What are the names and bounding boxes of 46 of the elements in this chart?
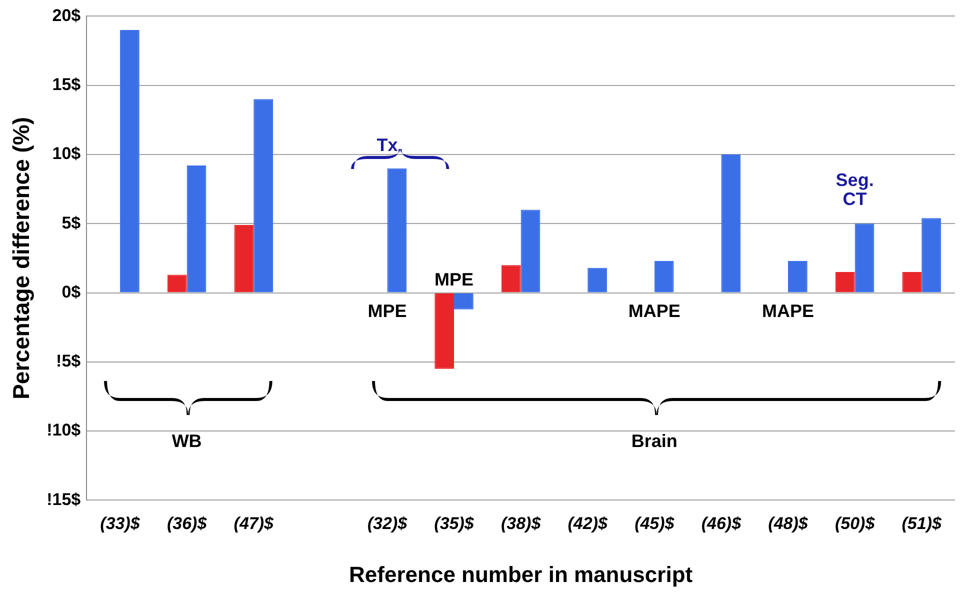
bar bbox=[234, 225, 254, 292]
y-tick-label: 15$ bbox=[52, 75, 82, 94]
x-tick-label: (48)$ bbox=[768, 514, 808, 534]
x-tick-label: (47)$ bbox=[234, 514, 274, 534]
y-tick-label: 5$ bbox=[62, 213, 82, 232]
y-tick-label: !5$ bbox=[56, 352, 82, 371]
y-tick-label: 20$ bbox=[52, 6, 82, 25]
bar bbox=[588, 268, 607, 292]
annotation: MPE bbox=[368, 301, 407, 322]
y-tick-label: 10$ bbox=[52, 144, 82, 164]
bar bbox=[788, 260, 808, 292]
annotation: Seg. CT bbox=[836, 170, 874, 209]
x-tick-label: (50)$ bbox=[834, 514, 876, 534]
annotation: Tx bbox=[376, 135, 398, 156]
annotation: MAPE bbox=[762, 301, 814, 322]
annotation: Brain bbox=[631, 431, 678, 452]
annotation: MAPE bbox=[628, 301, 680, 322]
x-tick-label: (32)$ bbox=[367, 514, 408, 534]
x-axis-title: Reference number in manuscript bbox=[349, 562, 694, 587]
x-tick-label: (42)$ bbox=[568, 514, 608, 534]
y-axis-title: Percentage difference (%) bbox=[8, 116, 34, 400]
bar bbox=[186, 166, 206, 292]
bar bbox=[721, 154, 741, 292]
bar bbox=[254, 99, 273, 292]
x-tick-label: (45)$ bbox=[634, 514, 675, 534]
x-tick-label: (51)$ bbox=[902, 514, 942, 534]
bar bbox=[854, 224, 874, 292]
bar bbox=[835, 272, 855, 292]
annotation: WB bbox=[172, 431, 202, 452]
y-tick-label: 0$ bbox=[62, 282, 82, 302]
x-tick-label: (36)$ bbox=[166, 514, 208, 534]
bar bbox=[902, 272, 922, 292]
y-tick-label: !10$ bbox=[46, 420, 82, 440]
bar bbox=[520, 210, 540, 292]
bar bbox=[501, 265, 521, 292]
y-tick-label: !15$ bbox=[46, 490, 82, 509]
x-tick-label: (38)$ bbox=[500, 514, 542, 534]
bar bbox=[120, 30, 140, 292]
bar bbox=[922, 218, 941, 292]
x-tick-label: (46)$ bbox=[701, 514, 742, 534]
annotation: MPE bbox=[434, 269, 474, 290]
x-tick-label: (35)$ bbox=[434, 514, 474, 534]
bar bbox=[434, 293, 454, 369]
bar bbox=[387, 168, 407, 292]
bar bbox=[654, 260, 674, 292]
x-tick-label: (33)$ bbox=[100, 514, 140, 534]
